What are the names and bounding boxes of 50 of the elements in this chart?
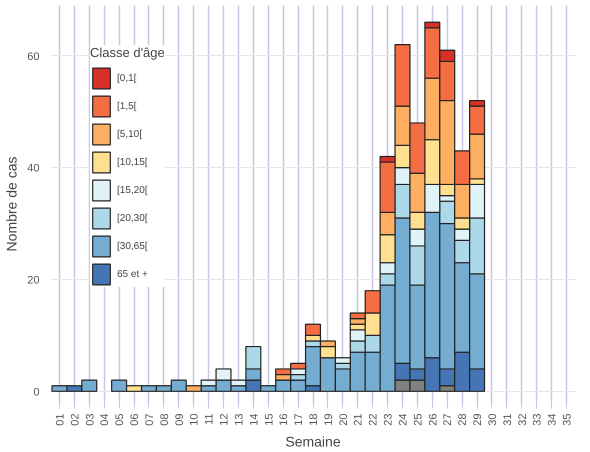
x-tick-label: 18 <box>308 413 320 426</box>
x-tick-label: 35 <box>562 413 574 426</box>
x-tick-label: 24 <box>397 413 410 426</box>
x-tick-label: 28 <box>457 413 470 426</box>
x-tick-label: 04 <box>99 413 112 426</box>
x-tick-label: 19 <box>322 413 335 426</box>
x-tick-label: 01 <box>54 413 66 426</box>
x-tick-label: 21 <box>352 413 365 426</box>
x-tick-label: 32 <box>516 413 529 426</box>
legend-label: [1,5[ <box>117 100 137 112</box>
x-tick-label: 23 <box>382 413 395 426</box>
x-tick-label: 25 <box>412 413 424 426</box>
x-tick-label: 14 <box>248 413 260 426</box>
x-tick-label: 16 <box>278 413 290 426</box>
x-tick-label: 10 <box>188 413 201 426</box>
x-tick-label: 12 <box>218 413 231 426</box>
x-axis-title: Semaine <box>285 434 341 450</box>
x-tick-label: 06 <box>129 413 142 426</box>
x-tick-label: 26 <box>427 413 440 426</box>
legend-label: [10,15[ <box>117 156 148 168</box>
legend-label: [15,20[ <box>117 184 148 196</box>
x-tick-label: 27 <box>442 413 454 426</box>
x-tick-label: 05 <box>114 413 126 426</box>
x-tick-label: 08 <box>158 413 171 426</box>
legend-label: [20,30[ <box>117 212 148 224</box>
y-axis-title: Nombre de cas <box>3 156 20 252</box>
x-tick-label: 31 <box>502 413 514 426</box>
x-tick-label: 29 <box>472 413 484 426</box>
y-tick-label: 60 <box>27 50 40 63</box>
x-tick-label: 02 <box>69 413 82 426</box>
legend-label: 65 et + <box>117 268 148 280</box>
x-tick-label: 13 <box>233 413 246 426</box>
y-tick-label: 20 <box>27 274 40 286</box>
x-tick-label: 03 <box>84 413 96 426</box>
legend-title: Classe d'âge <box>90 45 165 60</box>
x-tick-label: 15 <box>263 413 276 426</box>
x-tick-label: 34 <box>546 413 559 426</box>
legend-label: [0,1[ <box>117 72 137 84</box>
x-tick-label: 07 <box>144 413 156 426</box>
legend-label: [30,65[ <box>117 240 148 252</box>
x-tick-label: 09 <box>174 413 186 426</box>
x-tick-label: 17 <box>293 413 306 426</box>
y-tick-label: 0 <box>33 386 40 398</box>
x-tick-label: 33 <box>532 413 544 426</box>
legend-label: [5,10[ <box>117 128 142 140</box>
x-tick-label: 30 <box>486 413 499 426</box>
x-tick-label: 11 <box>204 413 216 425</box>
x-tick-label: 22 <box>368 413 380 426</box>
x-tick-label: 20 <box>338 413 350 426</box>
y-tick-label: 40 <box>27 162 40 175</box>
